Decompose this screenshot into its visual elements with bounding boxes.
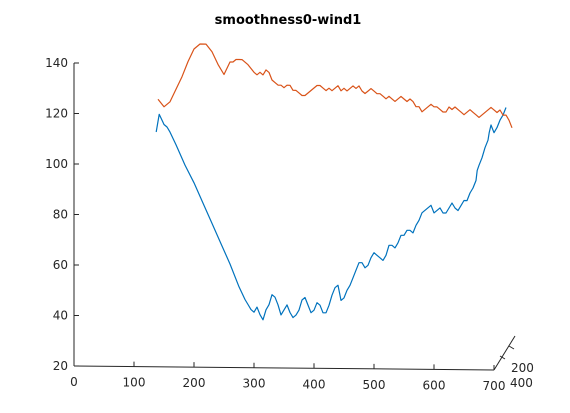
series-line-1 — [155, 107, 507, 321]
x-tick-label: 700 — [483, 379, 506, 393]
y-tick-label: 40 — [53, 309, 68, 323]
x-tick-label: 500 — [363, 378, 386, 392]
chart-title: smoothness0-wind1 — [215, 13, 362, 28]
depth-tick-label: 200 — [511, 361, 534, 375]
y-tick-label: 60 — [53, 258, 68, 272]
depth-tick-mark — [499, 355, 506, 360]
x-tick-label: 200 — [183, 376, 206, 390]
x-axis-line — [73, 365, 495, 371]
y-tick-label: 140 — [45, 56, 68, 70]
y-tick-label: 20 — [53, 359, 68, 373]
depth-axis-line — [493, 335, 516, 371]
depth-tick-mark — [508, 345, 515, 350]
x-tick-label: 300 — [243, 377, 266, 391]
chart-series-group — [155, 43, 513, 321]
x-tick-label: 100 — [123, 376, 146, 390]
y-tick-label: 100 — [45, 157, 68, 171]
chart-axes — [73, 62, 516, 371]
series-line-2 — [157, 43, 513, 129]
x-tick-label: 400 — [303, 377, 326, 391]
x-tick-label: 0 — [70, 375, 78, 389]
y-tick-label: 80 — [53, 208, 68, 222]
chart-tick-labels: 20 40 60 80 100 120 140 0 100 200 300 400 500 600 700 2… — [45, 56, 534, 393]
y-tick-label: 120 — [45, 107, 68, 121]
x-tick-label: 600 — [423, 378, 446, 392]
depth-tick-label: 400 — [510, 376, 533, 390]
